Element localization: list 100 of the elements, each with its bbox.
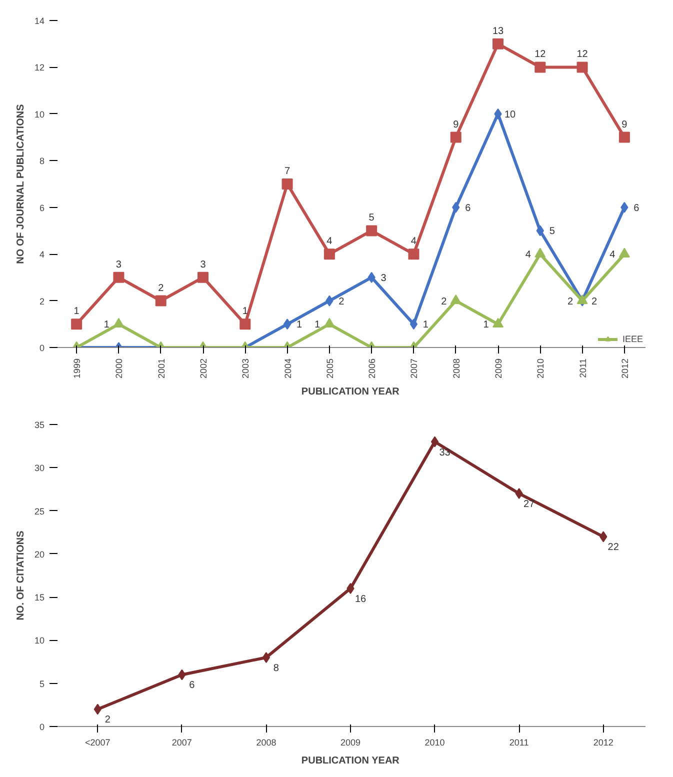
data-label: 1 [422, 320, 429, 331]
y-tick-label: 8 [39, 156, 45, 166]
x-tick-label: 2007 [172, 738, 192, 748]
point [618, 248, 630, 258]
x-tick-label: 2008 [451, 358, 462, 379]
data-label: 1 [314, 320, 321, 331]
y-tick-label: 20 [34, 549, 45, 560]
data-label: 22 [608, 542, 620, 554]
y-tick-label: 14 [34, 16, 45, 26]
data-label: 10 [504, 109, 516, 120]
point [576, 62, 588, 73]
point [113, 272, 124, 283]
point [155, 295, 166, 306]
data-label: 33 [439, 447, 451, 458]
data-label: 3 [200, 259, 206, 270]
point [324, 248, 335, 260]
point [534, 62, 546, 73]
point [450, 132, 462, 143]
y-tick-label: 4 [39, 250, 45, 260]
data-label: 3 [380, 272, 387, 284]
point [324, 318, 335, 328]
x-tick-label: 2012 [593, 738, 614, 748]
data-label: 8 [273, 662, 280, 674]
point [410, 318, 418, 330]
data-label: 27 [524, 499, 536, 510]
x-tick-label: 2011 [509, 738, 529, 748]
point [366, 225, 378, 236]
x-tick-label: 2008 [256, 738, 276, 748]
x-tick-label: 2010 [424, 738, 445, 748]
y-tick-label: 5 [39, 678, 45, 689]
data-label: 2 [338, 296, 345, 308]
point [198, 272, 208, 283]
x-axis-title: PUBLICATION YEAR [301, 386, 400, 398]
point [450, 294, 462, 304]
data-label: 12 [576, 49, 588, 60]
data-label: 9 [622, 119, 628, 130]
point [113, 318, 124, 328]
y-tick-label: 35 [34, 420, 45, 430]
data-label: 6 [634, 202, 640, 214]
x-tick-label: 1999 [72, 358, 82, 379]
x-tick-label: 2009 [494, 358, 504, 379]
point [262, 652, 270, 663]
y-tick-label: 30 [34, 463, 45, 474]
y-tick-label: 10 [34, 636, 45, 646]
x-axis-title: PUBLICATION YEAR [301, 756, 400, 766]
data-label: 1 [296, 320, 303, 331]
y-tick-label: 15 [34, 592, 45, 603]
point [492, 318, 504, 328]
data-label: 4 [525, 250, 532, 261]
data-label: 2 [592, 296, 598, 308]
point [408, 248, 420, 260]
data-label: 4 [610, 250, 616, 261]
point [618, 132, 630, 143]
point [71, 318, 82, 330]
data-label: 2 [158, 282, 164, 294]
y-axis-title: NO. OF CITATIONS [15, 530, 26, 620]
data-label: 2 [441, 296, 448, 308]
point [283, 318, 292, 330]
data-label: 2 [104, 714, 111, 726]
data-label: 1 [74, 306, 80, 318]
data-label: 12 [534, 49, 546, 60]
data-label: 13 [492, 26, 504, 37]
data-label: 2 [568, 296, 574, 308]
data-label: 6 [465, 202, 472, 214]
data-label: 3 [116, 259, 122, 270]
x-tick-label: 2011 [578, 358, 588, 378]
x-tick-label: 2003 [240, 358, 251, 379]
data-label: 1 [104, 320, 110, 331]
data-label: 16 [354, 594, 366, 605]
x-tick-label: 2001 [156, 358, 166, 379]
y-axis-title: NO OF JOURNAL PUBLICATIONS [15, 104, 26, 264]
data-label: 1 [242, 306, 248, 318]
data-label: 9 [453, 119, 460, 130]
data-label: 7 [284, 166, 291, 177]
x-tick-label: 2005 [324, 358, 335, 379]
y-tick-label: 0 [39, 343, 45, 353]
x-tick-label: 2004 [282, 358, 293, 379]
point [282, 178, 293, 190]
legend-label: IEEE [622, 333, 643, 345]
x-tick-label: 2010 [536, 358, 546, 379]
point [534, 248, 546, 258]
y-tick-label: 2 [39, 296, 45, 306]
x-tick-label: 2007 [409, 358, 420, 379]
y-tick-label: 12 [34, 62, 45, 73]
x-tick-label: 2000 [114, 358, 124, 379]
data-label: 6 [189, 680, 196, 692]
data-label: 5 [549, 226, 556, 238]
data-label: 1 [483, 320, 490, 331]
x-tick-label: 2012 [620, 358, 630, 379]
x-tick-label: <2007 [85, 738, 110, 748]
y-tick-label: 0 [39, 722, 45, 732]
y-tick-label: 10 [34, 109, 45, 120]
y-tick-label: 6 [39, 202, 45, 213]
point [240, 318, 251, 330]
point [430, 436, 439, 448]
x-tick-label: 2009 [340, 738, 361, 748]
x-tick-label: 2006 [367, 358, 378, 379]
data-label: 4 [410, 236, 417, 248]
data-label: 5 [368, 212, 375, 224]
point [492, 38, 504, 50]
